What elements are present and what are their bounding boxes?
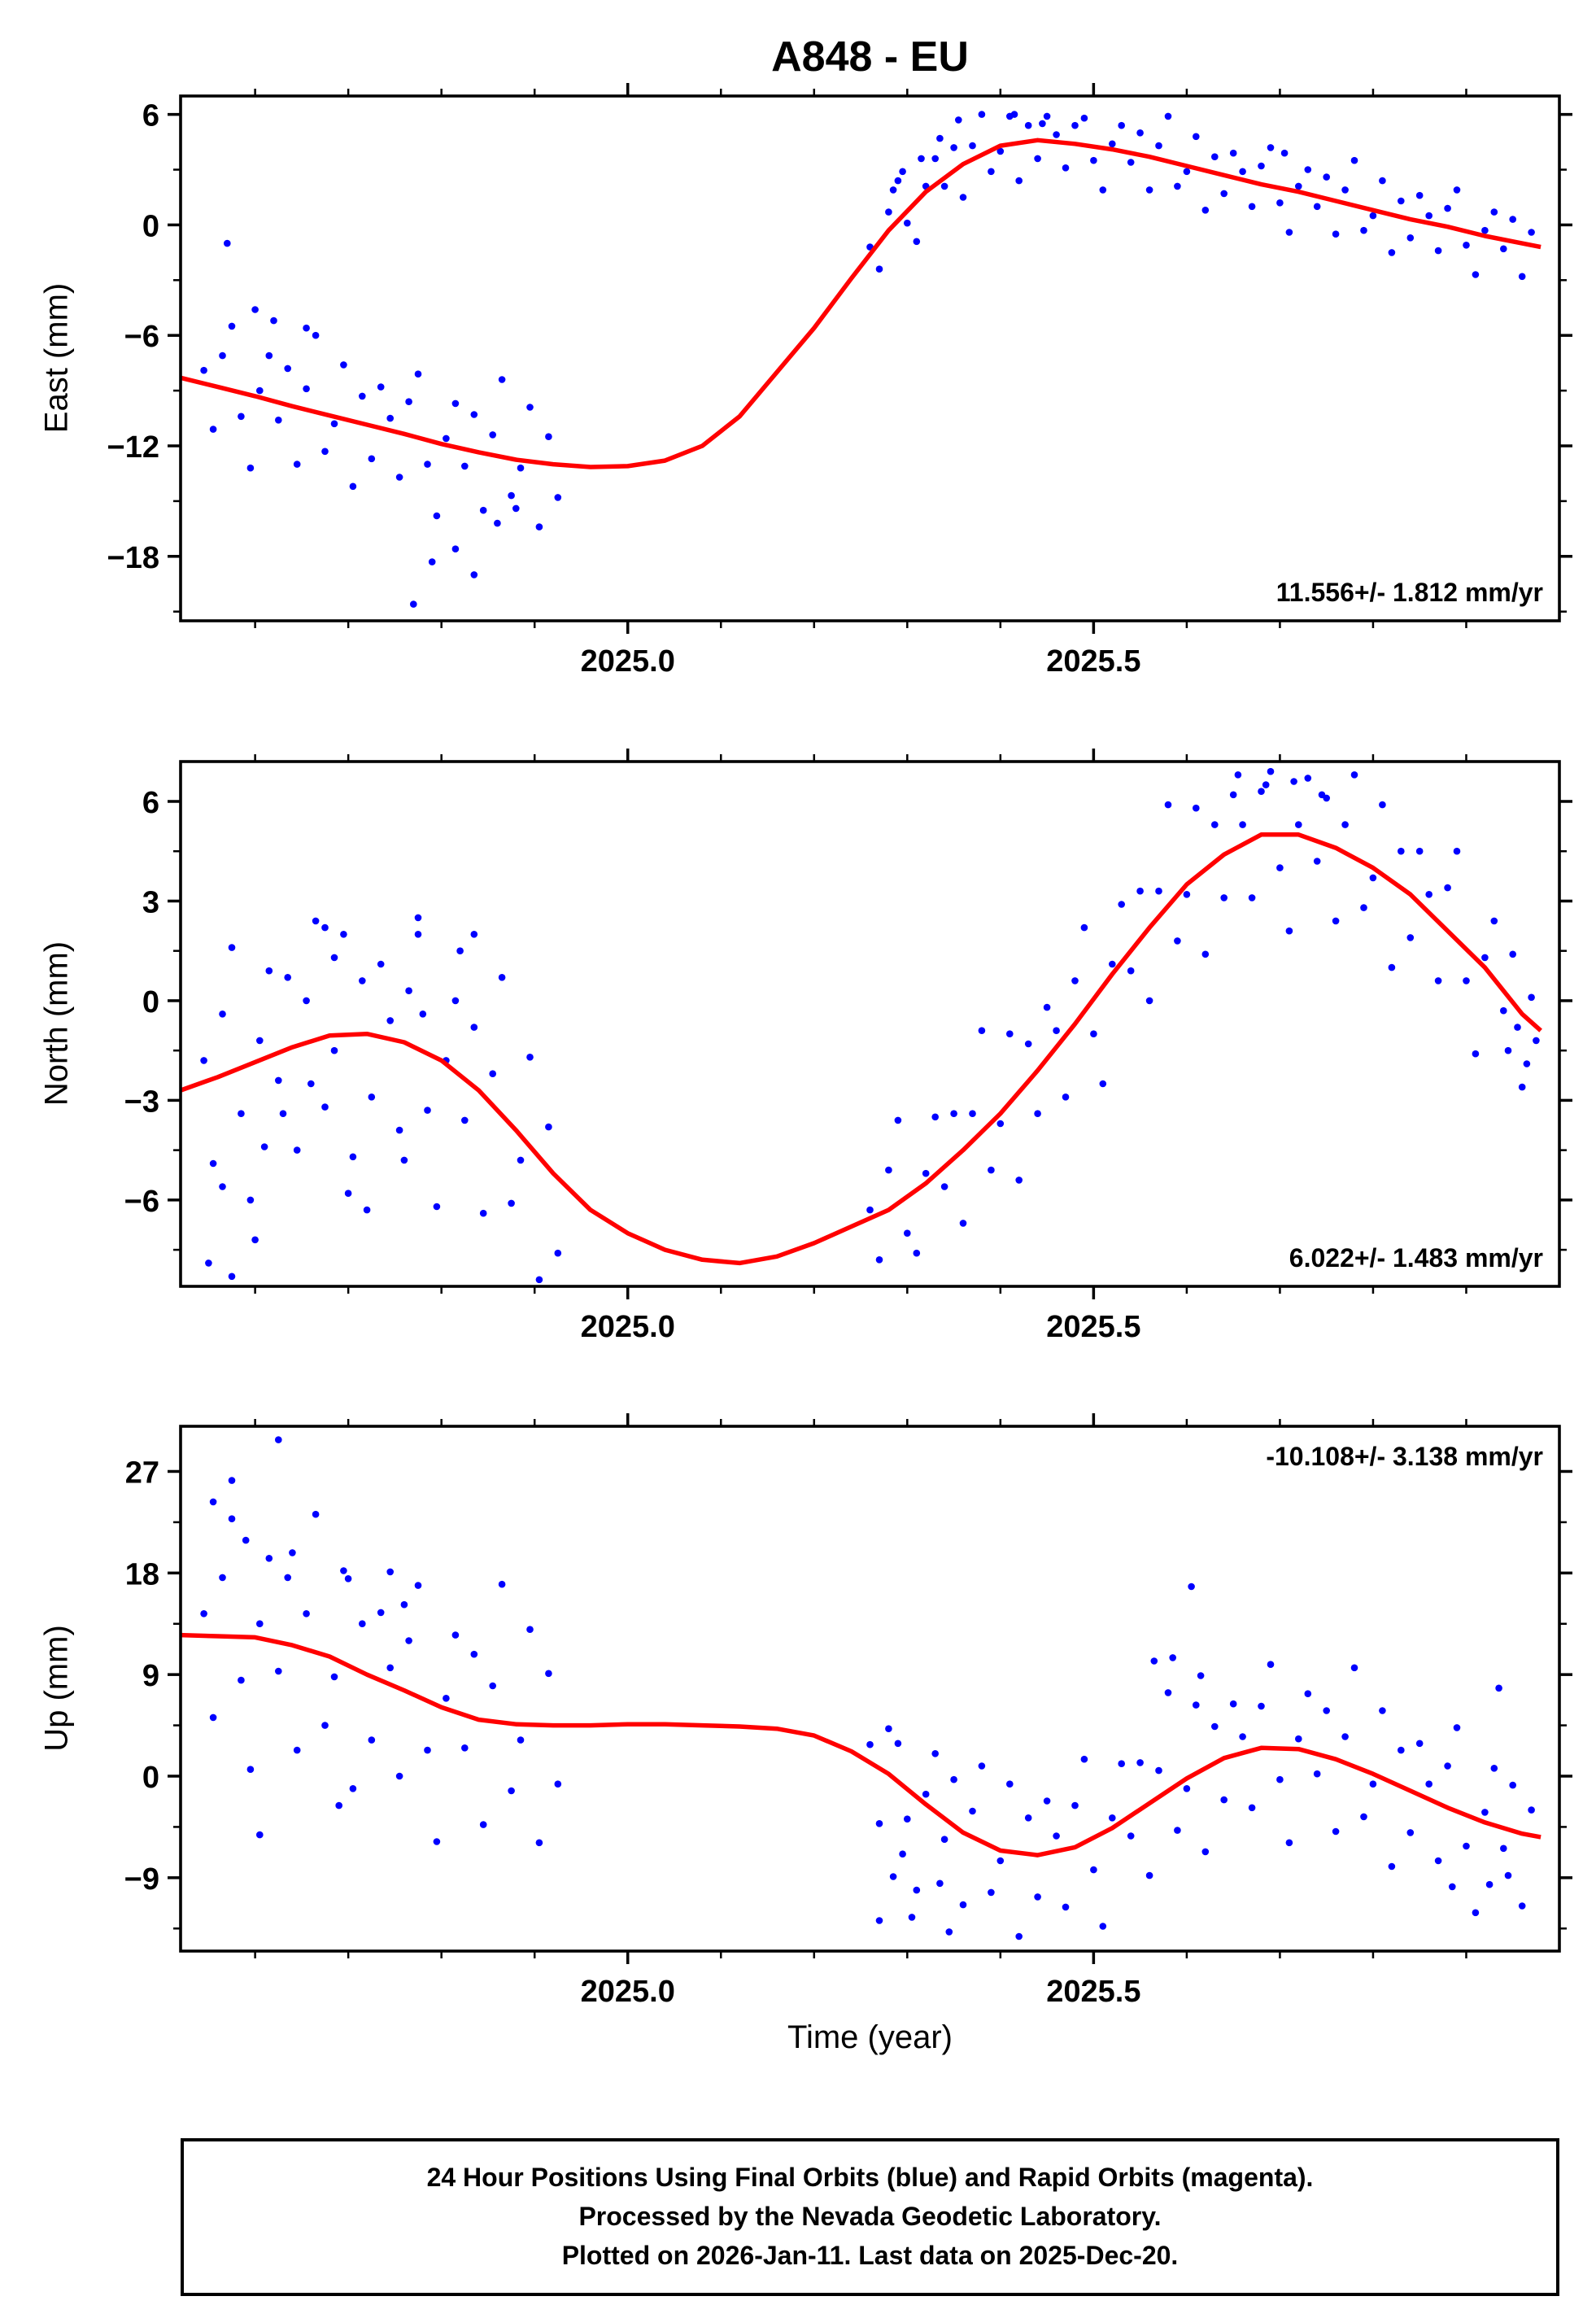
north-fit-line [180,832,1542,1266]
east-ytick-label: −18 [107,541,159,575]
north-panel: 6 3 0 −3 −6 2025.0 2025.5 [124,749,1572,1344]
north-ytick-label: 3 [142,885,159,919]
north-ytick-label: 6 [142,786,159,820]
north-rate-annotation: 6.022+/- 1.483 mm/yr [1289,1243,1543,1273]
up-ytick-label: −9 [124,1862,159,1897]
east-axis-label: East (mm) [38,282,75,434]
up-fit-line [180,1632,1541,1858]
caption-box: 24 Hour Positions Using Final Orbits (bl… [181,2138,1559,2296]
up-axis-label: Up (mm) [38,1625,75,1752]
east-panel: 6 0 −6 −12 −18 2025.0 2025.5 [107,83,1572,679]
north-ytick-label: −6 [124,1185,159,1219]
caption-line-3: Plotted on 2026-Jan-11. Last data on 202… [561,2241,1179,2270]
east-ytick-label: 0 [142,209,159,243]
east-ytick-label: −12 [107,430,159,465]
up-frame [179,1425,1561,1953]
page-title: A848 - EU [771,33,969,81]
north-axis-label: North (mm) [38,941,75,1107]
east-xtick-label: 2025.0 [581,644,675,679]
up-rate-annotation: -10.108+/- 3.138 mm/yr [1266,1442,1543,1471]
north-ytick-label: −3 [124,1085,159,1119]
north-xtick-label: 2025.5 [1046,1310,1140,1344]
east-scatter-points [200,111,1535,608]
up-ytick-label: 9 [142,1659,159,1693]
caption-line-1: 24 Hour Positions Using Final Orbits (bl… [426,2163,1314,2192]
east-frame [179,94,1561,622]
up-xtick-label: 2025.0 [581,1975,675,2009]
caption-line-2: Processed by the Nevada Geodetic Laborat… [578,2202,1162,2231]
east-ytick-label: −6 [124,320,159,354]
north-frame [179,760,1561,1288]
north-xtick-label: 2025.0 [581,1310,675,1344]
east-xtick-label: 2025.5 [1046,644,1140,679]
up-xtick-label: 2025.5 [1046,1975,1140,2009]
up-ytick-label: 27 [125,1456,159,1490]
up-scatter-points [200,1436,1535,1940]
up-panel: 27 18 9 0 −9 2025.0 2025.5 [124,1413,1572,2009]
north-ytick-label: 0 [142,985,159,1019]
up-ytick-label: 0 [142,1761,159,1795]
east-ytick-label: 6 [142,99,159,133]
up-ytick-label: 18 [125,1557,159,1591]
east-fit-line [180,138,1541,469]
east-rate-annotation: 11.556+/- 1.812 mm/yr [1275,578,1543,607]
north-scatter-points [200,767,1540,1284]
time-axis-label: Time (year) [787,2019,953,2055]
